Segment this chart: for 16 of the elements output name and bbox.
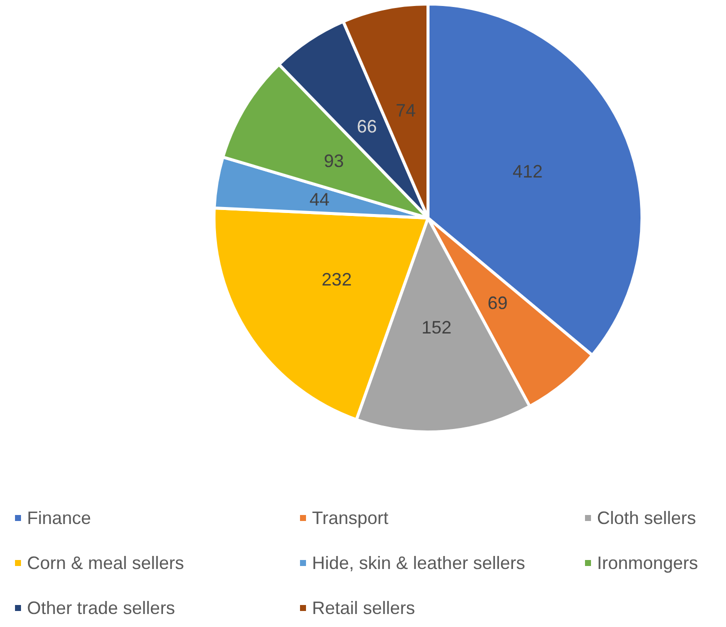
- data-label: 412: [512, 161, 543, 182]
- data-label: 74: [396, 100, 416, 120]
- data-label: 93: [324, 151, 344, 172]
- legend-label: Ironmongers: [597, 553, 698, 573]
- legend-label: Hide, skin & leather sellers: [312, 553, 526, 573]
- data-label: 44: [310, 190, 330, 210]
- data-label: 232: [322, 269, 352, 290]
- legend-label: Corn & meal sellers: [27, 553, 184, 573]
- legend-label: Transport: [312, 508, 388, 528]
- legend-label: Cloth sellers: [597, 508, 696, 528]
- legend-label: Retail sellers: [312, 598, 416, 618]
- legend-label: Finance: [27, 508, 92, 528]
- data-label: 66: [356, 116, 377, 137]
- data-label: 69: [488, 293, 508, 314]
- legend-label: Other trade sellers: [27, 598, 176, 618]
- data-label: 152: [421, 318, 452, 338]
